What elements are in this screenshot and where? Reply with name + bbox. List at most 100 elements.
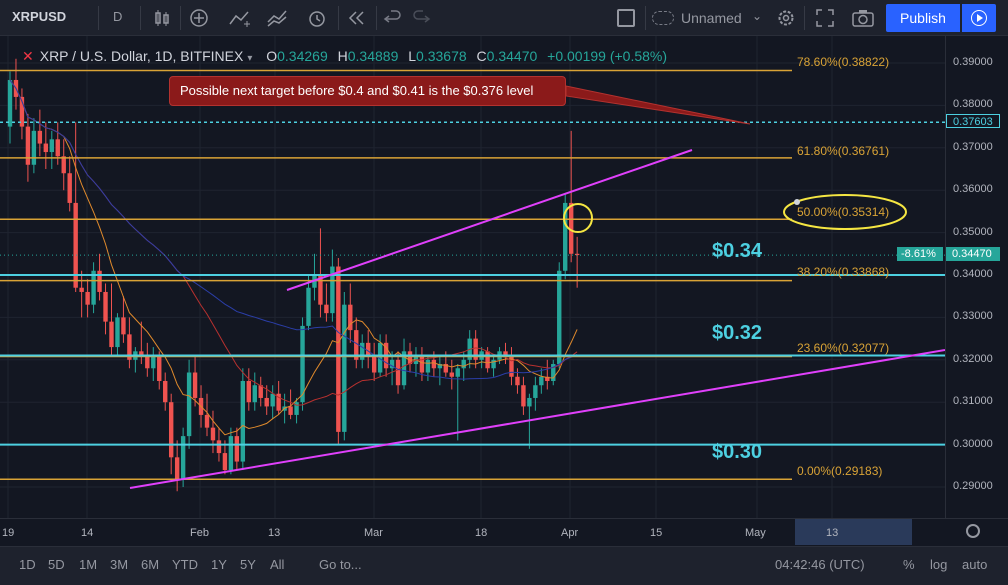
cloud-icon	[652, 11, 674, 25]
layout-name-dropdown[interactable]: Unnamed ⌄	[652, 8, 764, 28]
percent-toggle[interactable]: %	[903, 557, 915, 572]
play-button[interactable]	[962, 4, 996, 32]
candle-body	[258, 385, 263, 398]
candle-body	[515, 376, 520, 386]
candle-body	[180, 436, 186, 479]
candle-body	[55, 139, 60, 157]
toolbar-divider	[338, 6, 339, 30]
indicators-icon[interactable]	[228, 8, 252, 28]
candle-body	[288, 406, 293, 415]
candle-body	[521, 385, 526, 407]
candle-body	[43, 143, 49, 153]
time-tick-label: 13	[268, 527, 281, 539]
candle-body	[216, 440, 222, 454]
range-button-1m[interactable]: 1M	[79, 557, 98, 572]
range-button-ytd[interactable]: YTD	[172, 557, 198, 572]
undo-icon[interactable]	[383, 8, 403, 28]
price-chart[interactable]	[0, 36, 945, 518]
time-tick-label: 18	[475, 527, 488, 539]
candle-body	[425, 359, 431, 373]
candle-body	[551, 364, 556, 381]
annotation-callout[interactable]: Possible next target before $0.4 and $0.…	[169, 76, 566, 106]
toolbar-divider	[376, 6, 377, 30]
range-button-5y[interactable]: 5Y	[240, 557, 256, 572]
candle-body	[503, 351, 508, 356]
range-button-1y[interactable]: 1Y	[211, 557, 227, 572]
candle-body	[252, 385, 257, 403]
candle-body	[443, 364, 449, 373]
candle-body	[19, 96, 25, 127]
price-badge-change: -8.61%	[897, 247, 943, 261]
range-button-3m[interactable]: 3M	[110, 557, 129, 572]
candle-body	[330, 266, 335, 314]
candle-body	[174, 457, 180, 479]
publish-button[interactable]: Publish	[886, 4, 960, 32]
settings-icon[interactable]	[776, 8, 796, 28]
replay-icon[interactable]	[346, 8, 368, 28]
candles-icon[interactable]	[152, 8, 172, 28]
time-tick-label: Feb	[190, 527, 209, 539]
candle-body	[574, 253, 580, 256]
chevron-down-icon[interactable]: ▾	[247, 53, 253, 64]
time-tick-label: 19	[2, 527, 15, 539]
candle-body	[31, 130, 37, 165]
candle-body	[395, 359, 401, 386]
ma-slow-line	[9, 79, 578, 380]
layout-icon[interactable]	[617, 9, 635, 27]
range-button-all[interactable]: All	[270, 557, 285, 572]
add-indicator-icon[interactable]	[189, 8, 209, 28]
log-toggle[interactable]: log	[930, 557, 948, 572]
toolbar-divider	[98, 6, 99, 30]
time-selection-range	[795, 519, 912, 545]
auto-toggle[interactable]: auto	[962, 557, 988, 572]
range-button-6m[interactable]: 6M	[141, 557, 160, 572]
candle-body	[127, 334, 132, 360]
candle-body	[210, 427, 216, 441]
gear-icon[interactable]	[966, 524, 980, 538]
goto-button[interactable]: Go to...	[319, 557, 362, 572]
clock-display[interactable]: 04:42:46 (UTC)	[775, 557, 865, 572]
toolbar-divider	[804, 6, 805, 30]
symbol-search[interactable]: XRPUSD	[12, 9, 67, 24]
candle-body	[306, 287, 311, 326]
bottom-toolbar	[0, 546, 1008, 585]
candle-body	[222, 453, 228, 471]
fib-label-236: 23.60%(0.32077)	[797, 341, 890, 355]
candle-body	[527, 397, 532, 407]
fib-label-618: 61.80%(0.36761)	[797, 144, 890, 158]
price-label-032[interactable]: $0.32	[712, 322, 763, 344]
candle-body	[342, 304, 347, 432]
candle-body	[139, 351, 144, 356]
snapshot-icon[interactable]	[851, 8, 875, 28]
candle-body	[377, 342, 383, 373]
candle-body	[360, 342, 365, 360]
price-tick-label: 0.29000	[953, 480, 993, 492]
candle-body	[348, 304, 353, 331]
candle-body	[473, 338, 478, 360]
alert-icon[interactable]	[306, 8, 328, 28]
interval-button[interactable]: D	[113, 9, 123, 24]
time-tick-label: 14	[81, 527, 94, 539]
compare-icon[interactable]	[266, 8, 290, 28]
candle-body	[79, 287, 84, 292]
legend-close: 0.34470	[486, 48, 538, 64]
highlight-circle	[563, 203, 593, 233]
trend-drawings	[129, 85, 945, 489]
redo-icon[interactable]	[411, 8, 431, 28]
drawing-handle	[794, 199, 800, 205]
price-label-030[interactable]: $0.30	[712, 441, 763, 463]
candle-body	[115, 317, 120, 348]
range-button-1d[interactable]: 1D	[19, 557, 36, 572]
toolbar-divider	[645, 6, 646, 30]
candle-body	[91, 270, 96, 305]
legend-low: 0.33678	[416, 48, 467, 64]
range-button-5d[interactable]: 5D	[48, 557, 65, 572]
candle-body	[455, 368, 460, 377]
close-icon[interactable]: ✕	[22, 48, 34, 64]
price-tick-label: 0.32000	[953, 352, 993, 365]
fullscreen-icon[interactable]	[815, 8, 835, 28]
chart-legend[interactable]: ✕ XRP / U.S. Dollar, 1D, BITFINEX ▾ O0.342…	[22, 48, 668, 64]
candle-body	[324, 304, 329, 314]
price-label-034[interactable]: $0.34	[712, 240, 763, 262]
candle-body	[354, 330, 359, 360]
